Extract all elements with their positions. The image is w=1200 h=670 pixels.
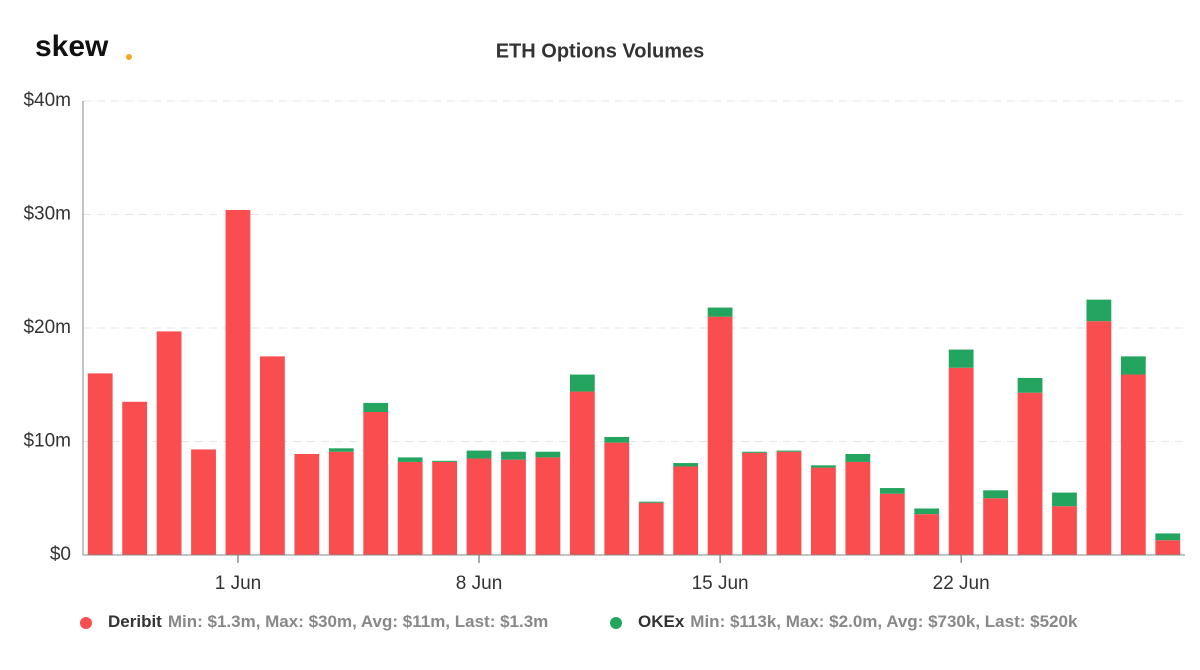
- y-tick-label: $0: [50, 544, 71, 565]
- bar-segment: [501, 451, 526, 460]
- bar-segment: [122, 401, 148, 555]
- y-tick-label: $30m: [23, 204, 71, 225]
- bar-segment: [948, 349, 974, 368]
- legend-label: OKEx Min: $113k, Max: $2.0m, Avg: $730k, …: [638, 612, 1078, 631]
- bar-segment: [328, 448, 354, 452]
- bar-segment: [466, 450, 492, 459]
- bar-segment: [225, 209, 251, 555]
- bar-segment: [328, 451, 354, 555]
- legend-summary: Min: $113k, Max: $2.0m, Avg: $730k, Last…: [690, 612, 1078, 631]
- legend-marker: [610, 617, 622, 629]
- legend-name: OKEx: [638, 612, 685, 631]
- bar-segment: [1052, 506, 1077, 555]
- bar-segment: [742, 452, 767, 555]
- bar-segment: [569, 391, 595, 555]
- bar-segment: [1052, 492, 1077, 507]
- bar-segment: [983, 490, 1008, 499]
- bar-segment: [397, 461, 423, 555]
- bar-segment: [569, 374, 595, 392]
- bar-segment: [776, 450, 802, 452]
- bar-segment: [397, 457, 423, 462]
- logo: skew: [35, 30, 109, 63]
- bar-segment: [535, 457, 561, 555]
- bar-segment: [294, 453, 320, 555]
- bar-segment: [466, 458, 492, 555]
- bar-segment: [191, 449, 216, 555]
- bar-segment: [673, 466, 699, 555]
- x-tick-label: 1 Jun: [215, 573, 261, 594]
- bar-segment: [811, 467, 836, 555]
- chart-title: ETH Options Volumes: [496, 40, 705, 62]
- bar-segment: [638, 501, 664, 503]
- bar-segment: [707, 316, 733, 555]
- y-tick-label: $40m: [23, 90, 71, 111]
- bar-segment: [363, 402, 389, 412]
- bar-segment: [363, 411, 389, 555]
- x-tick-label: 8 Jun: [456, 573, 502, 594]
- bar-segment: [914, 508, 940, 515]
- bar-segment: [260, 356, 285, 555]
- y-tick-label: $20m: [23, 317, 71, 338]
- legend-summary: Min: $1.3m, Max: $30m, Avg: $11m, Last: …: [168, 612, 548, 631]
- bar-segment: [1017, 377, 1043, 393]
- legend-label: Deribit Min: $1.3m, Max: $30m, Avg: $11m,…: [108, 612, 548, 631]
- y-tick-label: $10m: [23, 431, 71, 452]
- bar-segment: [638, 502, 664, 555]
- bar-segment: [879, 488, 905, 494]
- bar-segment: [432, 460, 457, 462]
- bar-segment: [1120, 374, 1146, 555]
- bar-segment: [673, 463, 699, 467]
- bar-segment: [1155, 533, 1181, 541]
- bar-segment: [1086, 299, 1112, 322]
- legend-name: Deribit: [108, 612, 162, 631]
- x-tick-label: 22 Jun: [933, 573, 990, 594]
- bar-segment: [1017, 392, 1043, 555]
- bar-segment: [156, 331, 182, 555]
- bar-segment: [87, 373, 113, 555]
- bar-segment: [742, 451, 767, 453]
- bar-segment: [845, 453, 871, 462]
- bar-segment: [983, 498, 1008, 555]
- logo-dot: [126, 54, 132, 60]
- bar-segment: [1155, 540, 1181, 555]
- bar-segment: [501, 459, 526, 555]
- bar-segment: [1120, 356, 1146, 375]
- bar-segment: [604, 436, 630, 443]
- x-tick-label: 15 Jun: [692, 573, 749, 594]
- bar-segment: [1086, 321, 1112, 555]
- bar-segment: [776, 451, 802, 555]
- bar-segment: [432, 461, 457, 555]
- bar-segment: [948, 367, 974, 555]
- bar-segment: [604, 442, 630, 555]
- bar-segment: [535, 451, 561, 458]
- bar-segment: [845, 461, 871, 555]
- bar-segment: [707, 307, 733, 317]
- bar-segment: [811, 465, 836, 468]
- legend-marker: [80, 617, 92, 629]
- bar-segment: [879, 493, 905, 555]
- bar-segment: [914, 514, 940, 555]
